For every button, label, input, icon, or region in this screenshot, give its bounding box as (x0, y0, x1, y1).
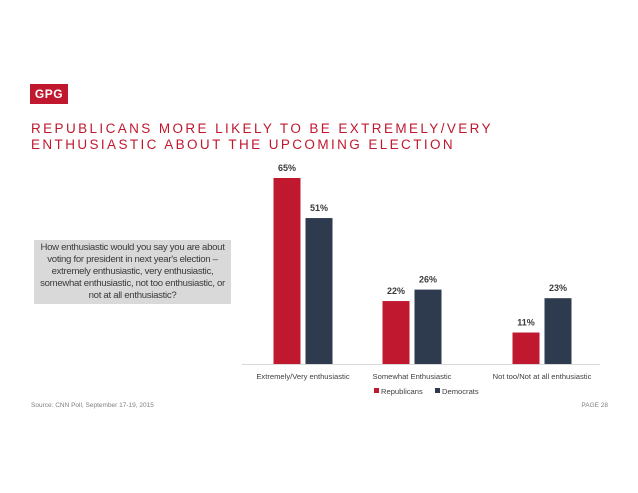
data-label: 23% (549, 283, 567, 293)
survey-question-text: How enthusiastic would you say you are a… (40, 242, 225, 301)
bar-republicans-1 (382, 301, 410, 364)
bar-democrats-0 (305, 218, 333, 364)
bar-republicans-2 (512, 332, 540, 364)
legend-label-republicans: Republicans (381, 387, 423, 396)
source-note: Source: CNN Poll, September 17-19, 2015 (31, 402, 154, 409)
data-label: 22% (387, 286, 405, 296)
legend-label-democrats: Democrats (442, 387, 479, 396)
data-label: 65% (278, 163, 296, 173)
bar-democrats-2 (544, 298, 572, 364)
legend-swatch-republicans (374, 388, 379, 393)
category-label: Not too/Not at all enthusiastic (493, 372, 592, 381)
page-number: PAGE 28 (581, 402, 608, 409)
page-title: REPUBLICANS MORE LIKELY TO BE EXTREMELY/… (31, 121, 591, 153)
bar-democrats-1 (414, 289, 442, 364)
category-label: Somewhat Enthusiastic (373, 372, 452, 381)
gpg-logo: GPG (30, 84, 68, 104)
bar-republicans-0 (273, 178, 301, 364)
data-label: 26% (419, 275, 437, 285)
category-label: Extremely/Very enthusiastic (256, 372, 349, 381)
title-line-1: REPUBLICANS MORE LIKELY TO BE EXTREMELY/… (31, 121, 493, 136)
data-label: 11% (517, 318, 535, 328)
data-label: 51% (310, 203, 328, 213)
survey-question-box: How enthusiastic would you say you are a… (34, 240, 231, 304)
title-line-2: ENTHUSIASTIC ABOUT THE UPCOMING ELECTION (31, 137, 456, 152)
legend-swatch-democrats (435, 388, 440, 393)
